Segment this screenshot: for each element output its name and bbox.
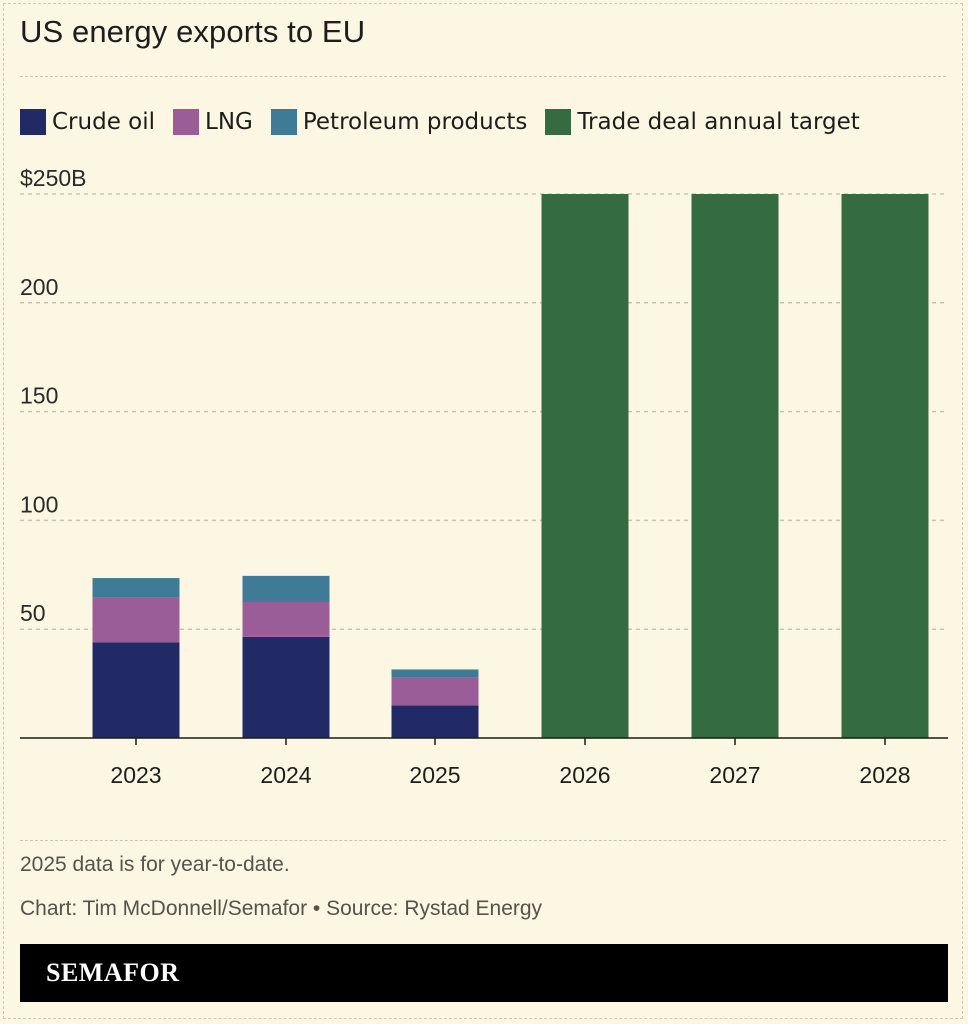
x-tick-label-2025: 2025 — [409, 762, 460, 788]
x-tick-label-2024: 2024 — [260, 762, 311, 788]
y-tick-label-150: 150 — [20, 383, 58, 409]
legend-swatch-trade-deal-target — [545, 109, 572, 135]
semafor-logo: SEMAFOR — [46, 958, 180, 987]
chart-frame — [3, 3, 963, 1019]
legend-label-crude-oil: Crude oil — [52, 109, 156, 135]
x-tick-label-2023: 2023 — [110, 762, 161, 788]
legend-swatch-lng — [173, 109, 200, 135]
x-tick-label-2026: 2026 — [559, 762, 610, 788]
bar-chart: 50 100 150 200 $250B 2023 2024 2025 2026 2027 2028 — [20, 165, 948, 788]
bar-trade-deal-annual-target-2026 — [541, 194, 629, 738]
bar-trade-deal-annual-target-2027 — [691, 194, 779, 738]
y-tick-label-50: 50 — [20, 600, 46, 626]
x-tick-label-2027: 2027 — [709, 762, 760, 788]
bar-lng-2023 — [92, 597, 180, 643]
legend: Crude oil LNG Petroleum products Trade d… — [20, 106, 878, 138]
bar-lng-2024 — [242, 602, 330, 637]
bar-crude-oil-2024 — [242, 636, 330, 738]
legend-label-lng: LNG — [205, 109, 253, 135]
legend-item-lng: LNG — [173, 109, 253, 135]
x-tick-label-2028: 2028 — [859, 762, 910, 788]
legend-item-petroleum-products: Petroleum products — [270, 109, 528, 135]
legend-swatch-petroleum-products — [270, 109, 297, 135]
bar-trade-deal-annual-target-2028 — [841, 194, 929, 738]
y-tick-label-250: $250B — [20, 165, 87, 191]
bar-crude-oil-2023 — [92, 642, 180, 738]
legend-label-petroleum-products: Petroleum products — [302, 109, 528, 135]
bar-crude-oil-2025 — [391, 705, 479, 738]
legend-item-crude-oil: Crude oil — [20, 109, 155, 135]
legend-item-trade-deal-target: Trade deal annual target — [545, 109, 860, 135]
bar-lng-2025 — [391, 677, 479, 706]
y-tick-label-200: 200 — [20, 274, 58, 300]
y-tick-label-100: 100 — [20, 491, 58, 517]
legend-swatch-crude-oil — [20, 109, 46, 135]
bar-petroleum-products-2024 — [242, 575, 330, 602]
bar-petroleum-products-2023 — [92, 578, 180, 598]
brand-bar: SEMAFOR — [20, 944, 948, 1002]
footnote: 2025 data is for year-to-date. — [20, 853, 290, 876]
bar-petroleum-products-2025 — [391, 669, 479, 678]
chart-title: US energy exports to EU — [20, 14, 366, 49]
title-divider — [20, 76, 946, 77]
legend-label-trade-deal-target: Trade deal annual target — [577, 109, 860, 135]
credit-line: Chart: Tim McDonnell/Semafor • Source: R… — [20, 897, 543, 920]
footer-divider — [20, 840, 946, 841]
